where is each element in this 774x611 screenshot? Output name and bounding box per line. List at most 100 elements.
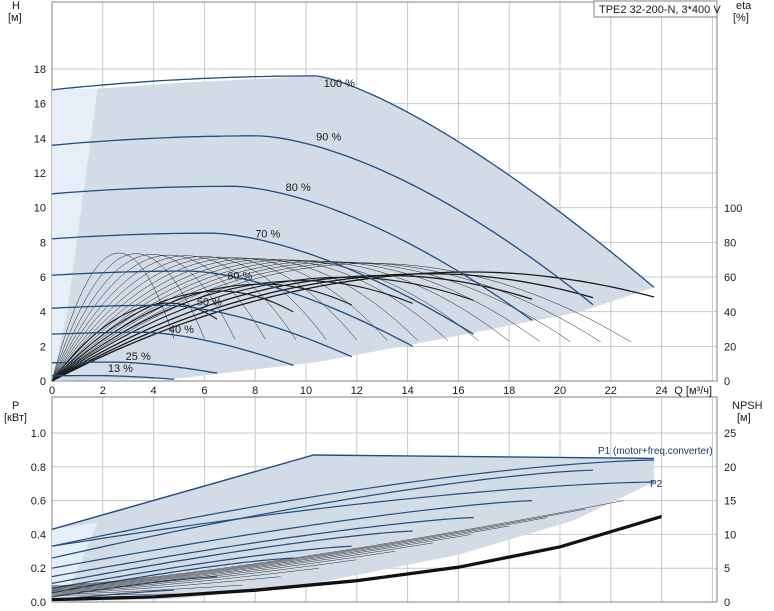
eta-thin-curve — [51, 261, 571, 382]
eta-thin-curve — [51, 252, 175, 382]
flow-tick-label: 8 — [252, 385, 258, 397]
eta-thin-curve — [51, 253, 205, 382]
flow-axis-title: Q [м³/ч] — [674, 385, 712, 397]
eta-axis-title: eta — [736, 0, 752, 12]
npsh-curve — [51, 514, 662, 600]
speed-curve — [51, 135, 594, 306]
power-thin-curve — [51, 534, 472, 590]
speed-curve-label: 90 % — [316, 132, 341, 144]
head-axis-title: H — [12, 0, 20, 12]
head-tick-label: 16 — [34, 99, 46, 111]
p2-curve — [51, 481, 655, 547]
npsh-tick-label: 5 — [724, 563, 730, 575]
operating-envelope-power — [52, 455, 654, 602]
eta-axis-unit: [%] — [733, 12, 749, 24]
npsh-curve — [51, 515, 662, 601]
power-tick-label: 0.8 — [31, 462, 46, 474]
power-thin-curve — [51, 500, 624, 587]
flow-tick-label: 20 — [554, 385, 566, 397]
operating-envelope-head — [52, 75, 654, 382]
power-thin-curve — [51, 542, 434, 591]
npsh-tick-label: 0 — [724, 597, 730, 609]
flow-tick-label: 14 — [401, 385, 413, 397]
power-tick-label: 0.4 — [31, 529, 46, 541]
speed-curve-label: 60 % — [227, 270, 252, 282]
eta-thin-curve — [51, 254, 266, 382]
speed-curve-label: 100 % — [324, 78, 355, 90]
speed-curve — [51, 331, 294, 367]
speed-curve-label: 80 % — [286, 182, 311, 194]
head-tick-label: 0 — [40, 376, 46, 388]
flow-tick-label: 10 — [300, 385, 312, 397]
eta-thin-curve — [51, 262, 601, 382]
low-flow-zone-power — [52, 522, 98, 602]
power-tick-label: 0.2 — [31, 563, 46, 575]
speed-curve-label: 40 % — [169, 324, 194, 336]
eta-thin-curve — [51, 256, 357, 382]
eta-tick-label: 80 — [724, 238, 736, 250]
power-curve — [51, 500, 533, 569]
power-thin-curve — [51, 508, 586, 588]
flow-tick-label: 4 — [151, 385, 157, 397]
power-curve — [51, 469, 594, 559]
eta-thin-curve — [51, 260, 510, 382]
flow-tick-label: 12 — [351, 385, 363, 397]
title-box — [593, 0, 718, 18]
eta-thin-curve — [51, 255, 297, 382]
power-thin-curve — [51, 576, 281, 594]
eta-curve — [51, 273, 594, 382]
eta-curve — [51, 276, 474, 382]
power-thin-curve — [51, 584, 243, 595]
power-curve — [51, 516, 474, 578]
power-curves — [51, 454, 655, 601]
eta-curve — [51, 274, 533, 382]
power-curve — [51, 530, 413, 584]
eta-tick-label: 40 — [724, 307, 736, 319]
power-curve — [51, 459, 655, 547]
npsh-tick-label: 10 — [724, 529, 736, 541]
power-thin-curve — [51, 559, 357, 593]
p1-label: P1 (motor+freq.converter) — [598, 446, 713, 457]
speed-curve — [51, 270, 414, 347]
head-tick-label: 14 — [34, 133, 46, 145]
speed-curve — [52, 374, 174, 380]
power-axis-unit: [кВт] — [4, 412, 27, 424]
eta-thin-curve — [51, 258, 418, 382]
speed-curve-label: 50 % — [197, 296, 222, 308]
power-panel-frame — [51, 396, 718, 603]
head-tick-label: 10 — [34, 203, 46, 215]
p1-curve — [51, 454, 655, 530]
speed-curve — [51, 232, 474, 335]
speed-curve — [51, 185, 533, 321]
power-thin-curve — [51, 551, 395, 592]
npsh-curve — [51, 516, 662, 602]
eta-tick-label: 0 — [724, 376, 730, 388]
p2-label: P2 — [650, 479, 663, 490]
speed-curve — [51, 75, 655, 288]
power-curve — [51, 545, 352, 590]
eta-thin-curve — [51, 263, 632, 382]
power-tick-label: 0.6 — [31, 496, 46, 508]
head-tick-label: 2 — [40, 341, 46, 353]
head-tick-label: 18 — [34, 64, 46, 76]
head-axis-unit: [м] — [8, 12, 22, 24]
power-tick-label: 0.0 — [31, 597, 46, 609]
power-thin-curve — [51, 525, 510, 589]
chart-title: TPE2 32-200-N, 3*400 V — [599, 4, 721, 16]
power-thin-curve — [51, 567, 319, 593]
speed-curve-label: 13 % — [108, 363, 133, 375]
flow-tick-label: 2 — [100, 385, 106, 397]
flow-tick-label: 0 — [49, 385, 55, 397]
flow-tick-label: 6 — [201, 385, 207, 397]
eta-thin-curve — [51, 261, 540, 382]
head-tick-label: 12 — [34, 168, 46, 180]
power-axis-title: P — [12, 400, 19, 412]
power-thin-curve — [51, 517, 548, 588]
head-tick-label: 8 — [40, 237, 46, 249]
flow-tick-label: 24 — [655, 385, 667, 397]
head-tick-label: 6 — [40, 272, 46, 284]
power-curve — [51, 557, 294, 594]
flow-tick-label: 16 — [452, 385, 464, 397]
